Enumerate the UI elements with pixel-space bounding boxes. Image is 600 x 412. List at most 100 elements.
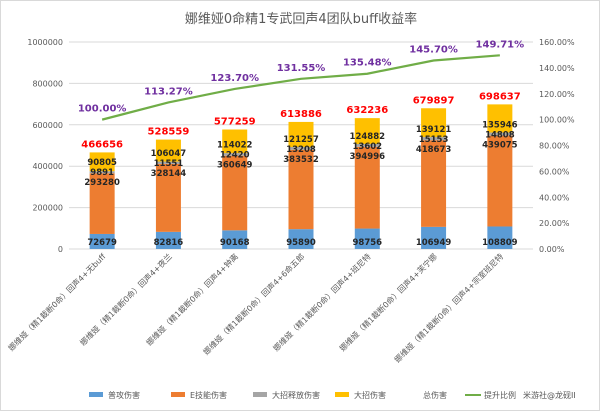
x-axis-categories: 娜维娅（精1裁断0命）回声4+无buff娜维娅（精1裁断0命）回声4+夜兰娜维娅… bbox=[6, 251, 505, 364]
bar-segment bbox=[354, 228, 380, 249]
legend-label: 总伤害 bbox=[423, 390, 447, 400]
legend-label: E技能伤害 bbox=[190, 390, 227, 400]
segment-label: 328144 bbox=[151, 169, 187, 179]
bar-segment bbox=[487, 226, 513, 249]
bar-segment bbox=[288, 229, 314, 249]
y2-tick-label: 160.00% bbox=[539, 38, 575, 47]
ratio-label: 135.48% bbox=[343, 58, 392, 69]
bar-segment bbox=[89, 152, 115, 172]
segment-label: 13208 bbox=[286, 145, 316, 155]
segment-label: 139121 bbox=[416, 125, 452, 135]
y2-tick-label: 100.00% bbox=[539, 116, 575, 125]
bar-segment bbox=[421, 226, 447, 249]
legend-swatch bbox=[335, 392, 349, 397]
legend-swatch bbox=[253, 392, 267, 397]
total-label: 632236 bbox=[346, 105, 388, 116]
segment-label: 383532 bbox=[283, 155, 319, 165]
y2-tick-label: 120.00% bbox=[539, 90, 575, 99]
legend: 普攻伤害 E技能伤害 大招释放伤害 大招伤害 总伤害 提升比例 米游社@龙砚II bbox=[89, 390, 576, 400]
y2-tick-label: 60.00% bbox=[539, 167, 570, 176]
total-label: 528559 bbox=[148, 127, 190, 138]
bar-segment bbox=[155, 161, 181, 164]
segment-label: 106949 bbox=[416, 238, 452, 248]
bar-segment bbox=[288, 147, 314, 150]
total-label: 679897 bbox=[413, 95, 455, 106]
total-labels: 466656 528559 577259 613886 632236 679897 6986… bbox=[81, 91, 521, 150]
bar-segment bbox=[288, 149, 314, 230]
legend-swatch bbox=[89, 392, 103, 397]
segment-label: 293280 bbox=[84, 178, 120, 188]
ratio-label: 113.27% bbox=[144, 86, 193, 97]
ratio-line bbox=[101, 54, 500, 121]
segment-label: 114022 bbox=[217, 141, 253, 151]
y-tick-label: 600000 bbox=[32, 121, 63, 130]
bar-segment bbox=[421, 137, 447, 141]
segment-label: 82816 bbox=[154, 238, 184, 248]
segment-label: 11551 bbox=[154, 159, 184, 169]
segment-label: 9891 bbox=[90, 168, 114, 178]
segment-label: 124882 bbox=[350, 132, 386, 142]
segment-label: 13602 bbox=[352, 142, 382, 152]
total-label: 466656 bbox=[81, 139, 123, 150]
bar-segment bbox=[487, 104, 513, 133]
y-axis-right: 0.00% 20.00% 40.00% 60.00% 80.00% 100.00% 120.… bbox=[539, 38, 575, 254]
legend-label: 普攻伤害 bbox=[108, 390, 140, 400]
segment-label: 106047 bbox=[151, 149, 187, 159]
segment-label: 12420 bbox=[220, 151, 250, 161]
bar-segment bbox=[155, 231, 181, 249]
bar-segment bbox=[421, 140, 447, 227]
bar-segment bbox=[89, 173, 115, 234]
bar-segment bbox=[421, 108, 447, 138]
bar-segment bbox=[222, 153, 248, 156]
bar-segment bbox=[487, 132, 513, 136]
segment-label: 394996 bbox=[350, 152, 386, 162]
category-label: 娜维娅（精1裁断0命）回声4+6命五郎 bbox=[201, 251, 306, 356]
y2-tick-label: 40.00% bbox=[539, 193, 570, 202]
category-label: 娜维娅（精1裁断0命）回声4+宗室班尼特 bbox=[392, 251, 505, 364]
segment-label: 98756 bbox=[352, 238, 382, 248]
bar-segment bbox=[487, 135, 513, 227]
bar-segment bbox=[354, 118, 380, 144]
watermark: 米游社@龙砚II bbox=[523, 390, 576, 400]
y2-tick-label: 80.00% bbox=[539, 142, 570, 151]
y-tick-label: 800000 bbox=[32, 79, 63, 88]
y-axis-left: 0 200000 400000 600000 800000 1000000 bbox=[27, 38, 63, 254]
segment-label: 439075 bbox=[482, 141, 518, 151]
legend-swatch bbox=[171, 392, 185, 397]
legend-label: 提升比例 bbox=[484, 390, 516, 400]
legend-label: 大招释放伤害 bbox=[272, 390, 320, 400]
ratio-label: 100.00% bbox=[78, 104, 127, 115]
segment-label: 15153 bbox=[419, 135, 449, 145]
legend-label: 大招伤害 bbox=[354, 390, 386, 400]
segment-label: 121257 bbox=[283, 135, 319, 145]
y2-tick-label: 20.00% bbox=[539, 219, 570, 228]
stacked-bars bbox=[89, 104, 513, 249]
segment-label: 72679 bbox=[87, 238, 117, 248]
total-label: 613886 bbox=[280, 109, 322, 120]
bar-segment bbox=[222, 230, 248, 249]
bar-segment bbox=[288, 121, 314, 148]
bar-segment bbox=[155, 163, 181, 232]
segment-label: 95890 bbox=[286, 238, 316, 248]
segment-label: 90168 bbox=[220, 238, 250, 248]
bar-segment bbox=[354, 146, 380, 229]
y-tick-label: 1000000 bbox=[27, 38, 63, 47]
ratio-label: 123.70% bbox=[210, 73, 259, 84]
total-label: 698637 bbox=[479, 91, 521, 102]
y2-tick-label: 0.00% bbox=[539, 245, 565, 254]
bar-segment bbox=[222, 155, 248, 231]
ratio-labels: 100.00% 113.27% 123.70% 131.55% 135.48% 145.7… bbox=[78, 39, 524, 114]
ratio-label: 145.70% bbox=[409, 45, 458, 56]
bar-segment bbox=[354, 143, 380, 147]
segment-label: 14808 bbox=[485, 131, 515, 141]
total-label: 577259 bbox=[214, 117, 256, 128]
segment-label: 418673 bbox=[416, 145, 452, 155]
ratio-label: 131.55% bbox=[277, 63, 326, 74]
segment-label: 135946 bbox=[482, 121, 518, 131]
segment-label: 90805 bbox=[87, 158, 117, 168]
y2-tick-label: 140.00% bbox=[539, 64, 575, 73]
y-tick-label: 200000 bbox=[32, 204, 63, 213]
bar-segment bbox=[89, 171, 115, 174]
